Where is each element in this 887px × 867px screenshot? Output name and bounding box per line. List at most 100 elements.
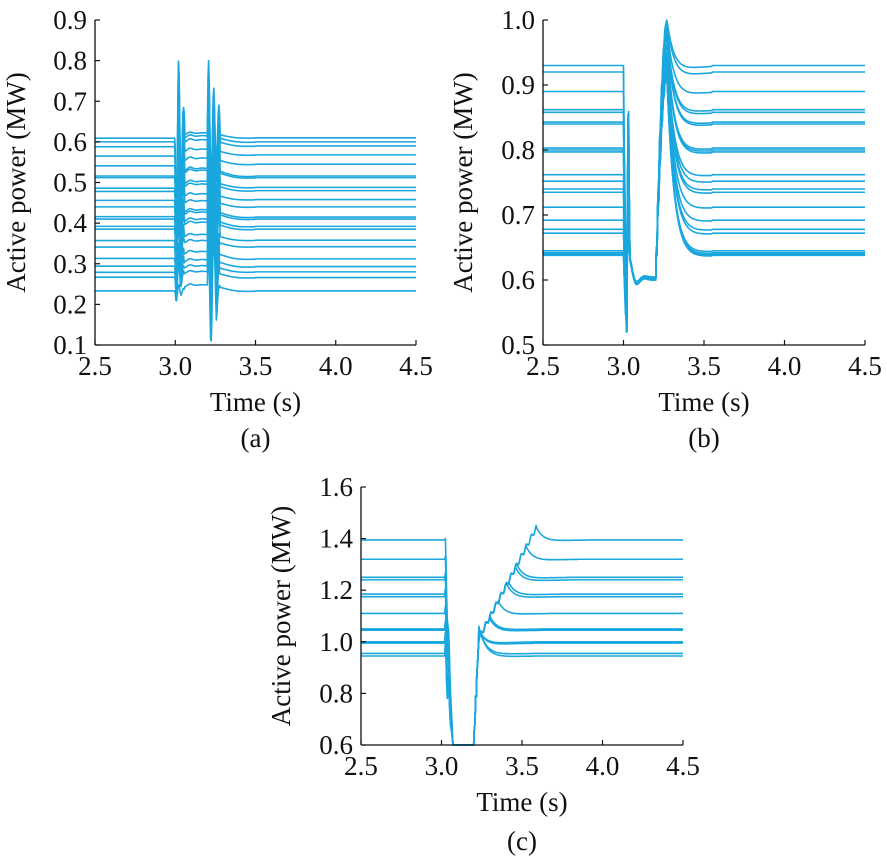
x-tick-label: 3.0 — [158, 351, 192, 381]
y-tick-label: 0.8 — [319, 678, 353, 708]
series-line-5 — [360, 581, 684, 746]
x-tick-label: 3.5 — [687, 351, 721, 381]
x-tick-label: 3.0 — [425, 751, 459, 781]
chart-panel-c: 2.5 3.0 3.5 4.0 4.5 0.6 0.8 1.0 1.2 1.4 1.6 Time (s… — [266, 472, 700, 856]
series-line-7 — [360, 600, 684, 746]
series-line-2 — [542, 21, 866, 333]
series-line-1 — [360, 524, 684, 746]
series-line-16 — [542, 65, 866, 333]
series-line-3 — [94, 60, 417, 247]
series-line-17 — [542, 68, 866, 333]
series-line-11 — [542, 51, 866, 333]
y-tick-label: 0.5 — [53, 168, 87, 198]
y-tick-label: 0.6 — [319, 730, 353, 760]
series-group — [360, 524, 684, 746]
x-tick-label: 4.0 — [586, 751, 620, 781]
series-line-5 — [94, 95, 417, 256]
series-line-2 — [94, 63, 417, 248]
y-tick-label: 1.0 — [319, 627, 353, 657]
series-line-11 — [360, 629, 684, 746]
x-tick-label: 3.0 — [607, 351, 641, 381]
y-tick-label: 1.4 — [319, 524, 353, 554]
y-tick-label: 1.2 — [319, 575, 353, 605]
series-line-8 — [542, 43, 866, 333]
series-line-21 — [94, 218, 417, 336]
panel-label: (a) — [241, 423, 271, 453]
y-tick-label: 0.7 — [53, 86, 87, 116]
series-line-6 — [94, 102, 417, 261]
series-line-16 — [94, 173, 417, 289]
y-tick-label: 0.4 — [53, 208, 87, 238]
series-line-21 — [542, 75, 866, 333]
y-tick-label: 1.6 — [319, 472, 353, 502]
y-tick-label: 0.2 — [53, 289, 87, 319]
series-line-8 — [360, 615, 684, 746]
y-axis-label: Active power (MW) — [266, 506, 296, 726]
series-line-19 — [94, 209, 417, 315]
series-line-10 — [94, 128, 417, 278]
x-tick-label: 4.5 — [848, 351, 882, 381]
series-line-18 — [542, 69, 866, 333]
series-line-3 — [360, 562, 684, 746]
chart-panel-b: 2.5 3.0 3.5 4.0 4.5 0.5 0.6 0.7 0.8 0.9 1.0 Time (s… — [448, 5, 882, 453]
y-tick-label: 0.3 — [53, 249, 87, 279]
series-line-20 — [542, 75, 866, 333]
x-tick-label: 4.0 — [768, 351, 802, 381]
series-line-4 — [360, 566, 684, 746]
panel-label: (b) — [688, 423, 719, 453]
series-line-19 — [542, 74, 866, 333]
y-tick-label: 0.7 — [501, 200, 535, 230]
y-tick-label: 0.9 — [53, 5, 87, 35]
chart-panel-a: 2.5 3.0 3.5 4.0 4.5 0.1 0.2 0.3 0.4 0.5 0.6 0.7 0.8 0… — [1, 5, 433, 453]
series-line-6 — [360, 581, 684, 746]
series-line-12 — [94, 157, 417, 262]
y-tick-label: 0.6 — [53, 127, 87, 157]
y-tick-label: 0.5 — [501, 330, 535, 360]
series-group — [94, 59, 417, 342]
y-tick-label: 0.6 — [501, 265, 535, 295]
series-line-13 — [542, 56, 866, 333]
series-line-7 — [94, 102, 417, 271]
series-line-12 — [360, 626, 684, 746]
series-line-20 — [94, 214, 417, 316]
series-line-7 — [542, 36, 866, 333]
x-tick-label: 2.5 — [78, 351, 112, 381]
x-axis-label: Time (s) — [476, 787, 567, 817]
series-line-9 — [542, 44, 866, 333]
series-line-18 — [94, 197, 417, 314]
panel-label: (c) — [507, 826, 537, 856]
y-tick-label: 0.1 — [53, 330, 87, 360]
series-line-12 — [542, 53, 866, 333]
series-line-22 — [542, 76, 866, 333]
x-tick-label: 2.5 — [526, 351, 560, 381]
x-axis-label: Time (s) — [658, 387, 749, 417]
x-tick-label: 3.5 — [505, 751, 539, 781]
x-tick-label: 4.0 — [319, 351, 353, 381]
x-tick-label: 2.5 — [344, 751, 378, 781]
y-tick-label: 0.8 — [501, 135, 535, 165]
x-axis-label: Time (s) — [210, 387, 301, 417]
series-line-1 — [94, 59, 417, 261]
series-line-1 — [542, 19, 866, 333]
series-line-15 — [94, 150, 417, 274]
series-line-9 — [94, 131, 417, 250]
series-line-5 — [542, 33, 866, 333]
series-line-13 — [94, 148, 417, 283]
x-tick-label: 4.5 — [399, 351, 433, 381]
series-line-14 — [94, 165, 417, 286]
series-line-10 — [542, 45, 866, 333]
series-line-11 — [94, 145, 417, 278]
series-group — [542, 19, 866, 333]
series-line-10 — [360, 628, 684, 746]
y-axis-label: Active power (MW) — [448, 72, 478, 292]
series-line-13 — [360, 625, 684, 746]
series-line-9 — [360, 617, 684, 746]
x-tick-label: 4.5 — [666, 751, 700, 781]
y-tick-label: 0.8 — [53, 46, 87, 76]
series-line-17 — [94, 176, 417, 293]
series-line-14 — [542, 57, 866, 333]
y-axis-label: Active power (MW) — [1, 72, 31, 292]
series-line-6 — [542, 36, 866, 333]
series-line-22 — [94, 229, 417, 342]
